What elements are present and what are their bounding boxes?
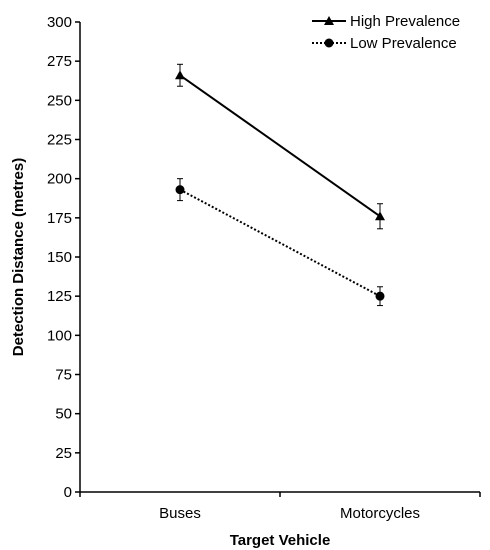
y-tick-label: 25 [55, 445, 72, 462]
legend-entry: High Prevalence [312, 13, 460, 30]
y-tick-label: 150 [47, 249, 72, 266]
data-point [175, 70, 185, 80]
legend-label: Low Prevalence [350, 35, 457, 52]
legend: High Prevalence Low Prevalence [312, 13, 460, 52]
series-line [179, 74, 381, 218]
y-tick-label: 225 [47, 132, 72, 149]
legend-marker [324, 38, 334, 48]
axes [79, 22, 480, 493]
y-tick-label: 0 [64, 484, 72, 501]
series-0 [175, 63, 385, 230]
series-1 [175, 178, 385, 307]
y-tick-label: 250 [47, 92, 72, 109]
y-tick-label: 100 [47, 327, 72, 344]
y-tick-label: 200 [47, 171, 72, 188]
x-axis-title: Target Vehicle [230, 532, 331, 549]
data-point [175, 185, 185, 195]
y-tick-label: 300 [47, 14, 72, 31]
y-tick-label: 125 [47, 288, 72, 305]
x-ticks: Buses Motorcycles [79, 492, 481, 522]
data-point [375, 291, 385, 301]
y-tick-label: 75 [55, 367, 72, 384]
legend-entry: Low Prevalence [312, 35, 457, 52]
y-tick-label: 275 [47, 53, 72, 70]
y-ticks: 0 25 50 75 100 125 150 175 200 225 250 275 300 [47, 14, 80, 501]
y-tick-label: 50 [55, 406, 72, 423]
series-line [179, 188, 381, 298]
data-point [375, 211, 385, 221]
x-tick-label: Motorcycles [340, 505, 420, 522]
legend-label: High Prevalence [350, 13, 460, 30]
y-axis-title: Detection Distance (metres) [10, 158, 27, 356]
series-layer [175, 63, 385, 307]
y-tick-label: 175 [47, 210, 72, 227]
x-tick-label: Buses [159, 505, 201, 522]
legend-marker [324, 16, 334, 25]
